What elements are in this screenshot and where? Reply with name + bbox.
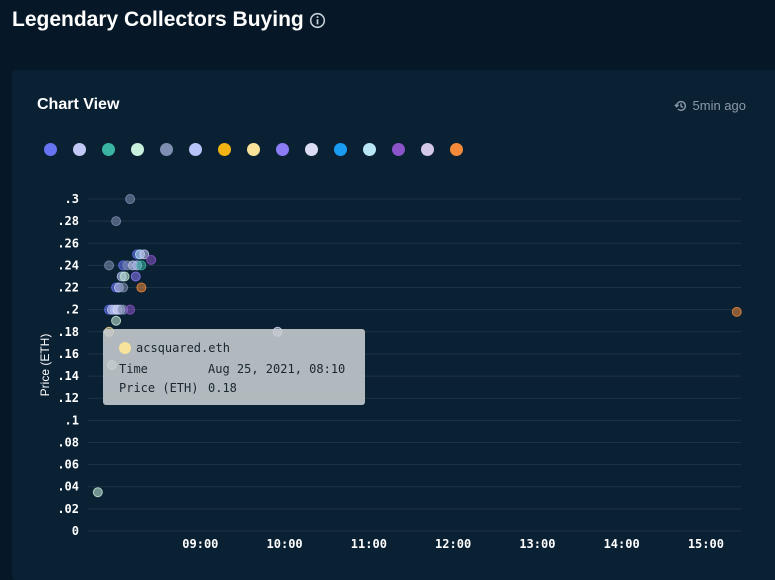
- info-circle-icon[interactable]: [309, 12, 326, 29]
- y-tick-label: .1: [65, 413, 79, 427]
- data-point: [130, 271, 141, 282]
- y-tick-label: .2: [65, 303, 79, 317]
- data-point: [146, 254, 157, 265]
- x-tick-label: 15:00: [688, 537, 724, 551]
- y-tick-label: .3: [65, 192, 79, 206]
- y-tick-label: .06: [57, 458, 79, 472]
- x-tick-label: 09:00: [182, 537, 218, 551]
- y-tick-label: .26: [57, 236, 79, 250]
- y-tick-label: 0: [72, 524, 79, 538]
- last-updated: 5min ago: [673, 98, 746, 113]
- y-tick-label: .12: [57, 391, 79, 405]
- legend-series-10[interactable]: [305, 142, 318, 156]
- tooltip-time-value: Aug 25, 2021, 08:10: [208, 362, 346, 376]
- x-tick-label: 10:00: [267, 537, 303, 551]
- legend-series-6[interactable]: [189, 142, 202, 156]
- data-point: [731, 306, 742, 317]
- legend-series-8[interactable]: [247, 142, 260, 156]
- data-point: [92, 487, 103, 498]
- page-title: Legendary Collectors Buying: [12, 8, 326, 32]
- y-tick-label: .04: [57, 480, 79, 494]
- data-point: [136, 260, 147, 271]
- data-point: [125, 304, 136, 315]
- data-point: [125, 194, 136, 204]
- y-tick-label: .08: [57, 435, 79, 449]
- x-tick-label: 14:00: [604, 537, 640, 551]
- tooltip-name: acsquared.eth: [136, 341, 230, 355]
- y-tick-label: .16: [57, 347, 79, 361]
- data-point: [118, 282, 129, 293]
- x-tick-label: 12:00: [435, 537, 471, 551]
- legend-series-12[interactable]: [363, 142, 376, 156]
- legend-series-2[interactable]: [73, 142, 86, 156]
- legend-series-3[interactable]: [102, 142, 115, 156]
- tooltip-price-value: 0.18: [208, 381, 237, 395]
- y-tick-label: .28: [57, 214, 79, 228]
- y-tick-label: .24: [57, 258, 79, 272]
- x-tick-label: 11:00: [351, 537, 387, 551]
- chart-tooltip: acsquared.eth Time Aug 25, 2021, 08:10 Pr…: [103, 329, 365, 405]
- y-tick-label: .22: [57, 281, 79, 295]
- legend-series-4[interactable]: [131, 142, 144, 156]
- history-clock-icon: [673, 100, 686, 111]
- legend-series-14[interactable]: [421, 142, 434, 156]
- tooltip-color-dot: [119, 342, 131, 354]
- tooltip-time-label: Time: [119, 362, 148, 376]
- y-tick-label: .02: [57, 502, 79, 516]
- y-axis-label: Price (ETH): [38, 334, 52, 397]
- y-tick-label: .14: [57, 369, 79, 383]
- x-tick-label: 13:00: [519, 537, 555, 551]
- legend-series-13[interactable]: [392, 142, 405, 156]
- legend-series-15[interactable]: [450, 142, 463, 156]
- data-point: [119, 271, 130, 282]
- page-title-text: Legendary Collectors Buying: [12, 8, 304, 31]
- data-point: [111, 216, 122, 227]
- last-updated-text: 5min ago: [692, 98, 746, 113]
- y-tick-label: .18: [57, 325, 79, 339]
- legend-series-11[interactable]: [334, 142, 347, 156]
- legend-series-7[interactable]: [218, 142, 231, 156]
- data-point: [136, 282, 147, 293]
- data-point: [104, 260, 115, 271]
- legend-series-5[interactable]: [160, 142, 173, 156]
- data-point: [111, 315, 122, 326]
- data-point: [139, 249, 150, 260]
- legend-series-9[interactable]: [276, 142, 289, 156]
- legend-series-1[interactable]: [44, 142, 57, 156]
- chart-legend: [44, 142, 479, 156]
- tooltip-price-label: Price (ETH): [119, 381, 199, 395]
- card-title: Chart View: [37, 96, 120, 113]
- scatter-chart: .3 .28 .26 .24 .22 .2 .18 .16 .14 .12 .1 .08 .06 .04.…: [38, 192, 742, 551]
